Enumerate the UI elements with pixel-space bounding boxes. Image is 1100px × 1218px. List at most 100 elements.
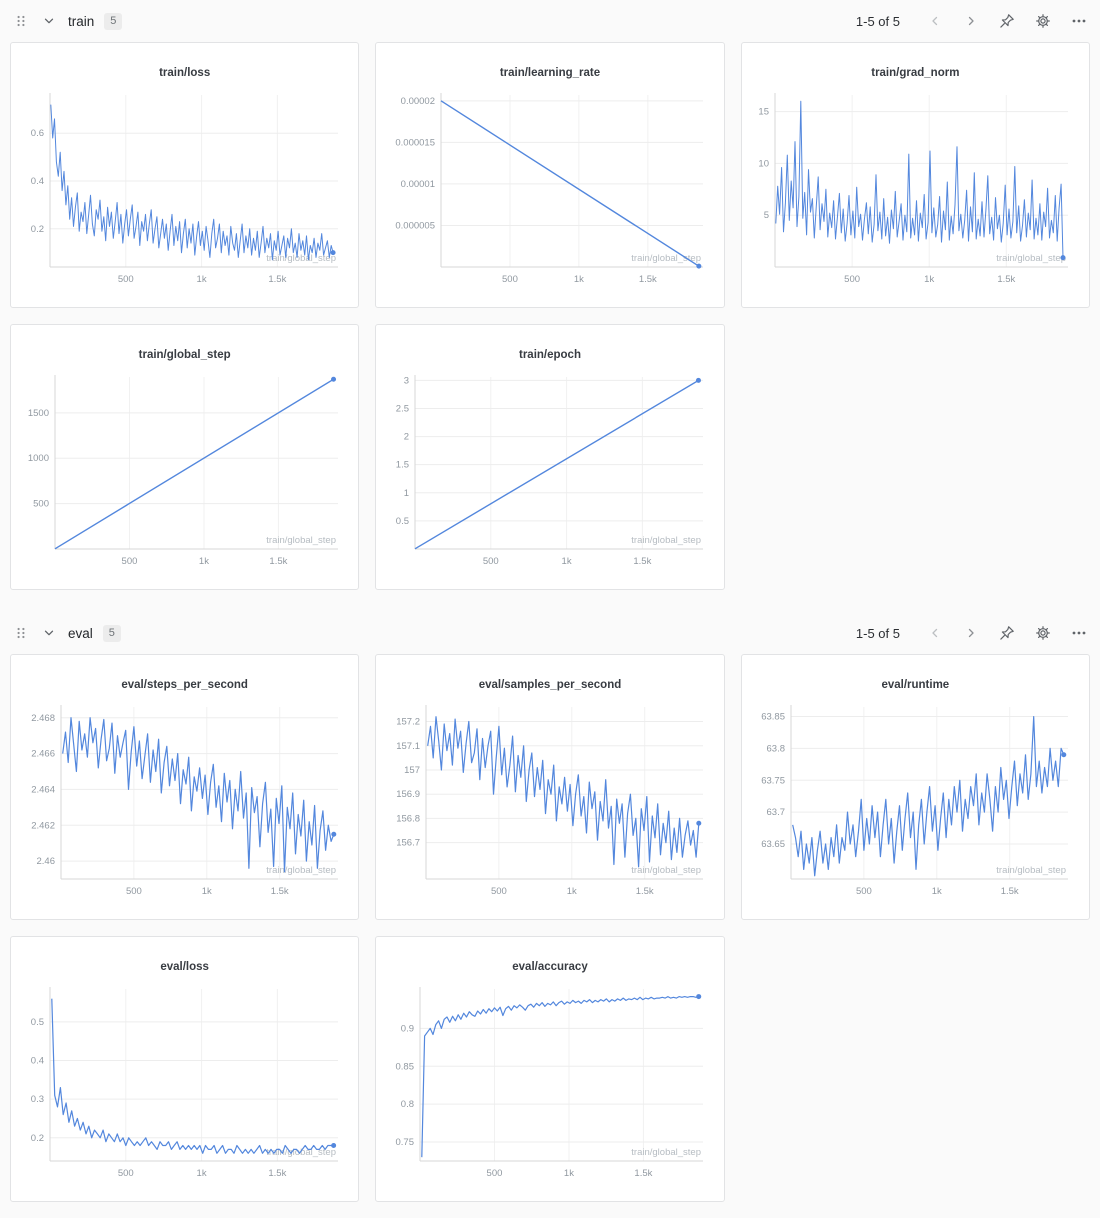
x-axis-label: train/global_step xyxy=(997,865,1067,876)
section-collapse-button[interactable] xyxy=(40,12,58,30)
svg-text:1.5k: 1.5k xyxy=(998,274,1016,285)
panel-title: eval/steps_per_second xyxy=(121,679,248,691)
svg-text:3: 3 xyxy=(404,375,409,386)
panel-title: train/epoch xyxy=(519,349,581,361)
svg-text:0.000005: 0.000005 xyxy=(395,220,435,231)
chevron-down-icon xyxy=(44,630,54,636)
svg-text:1.5k: 1.5k xyxy=(634,1168,652,1179)
svg-text:1k: 1k xyxy=(562,556,572,567)
section-settings-button[interactable] xyxy=(1034,12,1052,30)
drag-handle-icon[interactable] xyxy=(12,12,30,30)
prev-page-button[interactable] xyxy=(926,624,944,642)
svg-text:1.5k: 1.5k xyxy=(633,556,651,567)
chevron-right-icon xyxy=(968,16,974,26)
svg-text:63.85: 63.85 xyxy=(762,712,786,723)
svg-text:157: 157 xyxy=(404,765,420,776)
pin-section-button[interactable] xyxy=(998,12,1016,30)
svg-text:10: 10 xyxy=(759,158,770,169)
panel-train-loss[interactable]: train/loss 500 1k 1.5k 0.2 0.4 0.6 train/global… xyxy=(10,42,360,308)
svg-text:5: 5 xyxy=(764,210,769,221)
chevron-left-icon xyxy=(932,628,938,638)
svg-text:1k: 1k xyxy=(196,1168,206,1179)
chart-train-learning-rate[interactable]: 500 1k 1.5k 0.000005 0.00001 0.000015 0.00002 t… xyxy=(385,87,715,291)
chart-eval-accuracy[interactable]: 500 1k 1.5k 0.75 0.8 0.85 0.9 train/global_step xyxy=(385,981,715,1185)
svg-text:0.3: 0.3 xyxy=(30,1094,43,1105)
svg-text:1.5k: 1.5k xyxy=(268,1168,286,1179)
svg-text:63.65: 63.65 xyxy=(762,839,786,850)
svg-text:1.5k: 1.5k xyxy=(270,886,288,897)
section-settings-button[interactable] xyxy=(1034,624,1052,642)
svg-text:1k: 1k xyxy=(567,886,577,897)
svg-text:500: 500 xyxy=(487,1168,503,1179)
panel-title: eval/samples_per_second xyxy=(478,679,622,691)
chart-train-epoch[interactable]: 500 1k 1.5k 0.5 1 1.5 2 2.5 3 train/global_step xyxy=(385,369,715,573)
svg-text:63.8: 63.8 xyxy=(767,743,786,754)
svg-text:1.5k: 1.5k xyxy=(268,274,286,285)
x-axis-label: train/global_step xyxy=(266,1147,336,1158)
svg-text:500: 500 xyxy=(856,886,872,897)
svg-text:2.466: 2.466 xyxy=(31,749,55,760)
svg-text:157.2: 157.2 xyxy=(396,717,420,728)
svg-text:0.00002: 0.00002 xyxy=(401,96,435,107)
section-title: eval xyxy=(68,625,93,641)
svg-text:15: 15 xyxy=(759,107,770,118)
chart-train-loss[interactable]: 500 1k 1.5k 0.2 0.4 0.6 train/global_step xyxy=(20,87,350,291)
svg-text:0.2: 0.2 xyxy=(30,224,43,235)
panel-train-global-step[interactable]: train/global_step 500 1k 1.5k 500 1000 1500 tra… xyxy=(10,324,360,590)
pin-section-button[interactable] xyxy=(998,624,1016,642)
x-axis-label: train/global_step xyxy=(266,865,336,876)
panel-train-learning-rate[interactable]: train/learning_rate 500 1k 1.5k 0.000005 0.00… xyxy=(375,42,725,308)
chart-eval-loss[interactable]: 500 1k 1.5k 0.2 0.3 0.4 0.5 train/global_step xyxy=(20,981,350,1185)
svg-text:1.5k: 1.5k xyxy=(639,274,657,285)
svg-text:500: 500 xyxy=(126,886,142,897)
svg-text:0.4: 0.4 xyxy=(30,176,43,187)
chart-train-grad-norm[interactable]: 500 1k 1.5k 5 10 15 train/global_step xyxy=(750,87,1080,291)
svg-text:0.000015: 0.000015 xyxy=(395,137,435,148)
panel-train-epoch[interactable]: train/epoch 500 1k 1.5k 0.5 1 1.5 2 2.5 3 train/gl… xyxy=(375,324,725,590)
panel-eval-steps-per-second[interactable]: eval/steps_per_second 500 1k 1.5k 2.46 2.462 2… xyxy=(10,654,360,920)
chevron-left-icon xyxy=(932,16,938,26)
svg-text:1k: 1k xyxy=(925,274,935,285)
chart-train-global-step[interactable]: 500 1k 1.5k 500 1000 1500 train/global_step xyxy=(20,369,350,573)
next-page-button[interactable] xyxy=(962,624,980,642)
svg-text:1.5k: 1.5k xyxy=(269,556,287,567)
chevron-down-icon xyxy=(44,18,54,24)
panel-eval-samples-per-second[interactable]: eval/samples_per_second 500 1k 1.5k 156.7 156… xyxy=(375,654,725,920)
panel-eval-runtime[interactable]: eval/runtime 500 1k 1.5k 63.65 63.7 63.75 63.8 6… xyxy=(740,654,1090,920)
pagination-label: 1-5 of 5 xyxy=(855,13,900,29)
x-axis-label: train/global_step xyxy=(631,1147,701,1158)
panel-eval-accuracy[interactable]: eval/accuracy 500 1k 1.5k 0.75 0.8 0.85 0.9 trai… xyxy=(375,936,725,1202)
train-panel-grid: train/loss 500 1k 1.5k 0.2 0.4 0.6 train/global… xyxy=(10,38,1090,590)
svg-text:0.75: 0.75 xyxy=(395,1137,414,1148)
panel-eval-loss[interactable]: eval/loss 500 1k 1.5k 0.2 0.3 0.4 0.5 train/glob… xyxy=(10,936,360,1202)
svg-text:500: 500 xyxy=(33,499,49,510)
svg-text:2.46: 2.46 xyxy=(36,856,55,867)
gear-icon xyxy=(1036,626,1050,640)
next-page-button[interactable] xyxy=(962,12,980,30)
panel-title: eval/loss xyxy=(160,961,209,973)
section-title: train xyxy=(68,13,95,29)
section-more-button[interactable] xyxy=(1070,624,1088,642)
prev-page-button[interactable] xyxy=(926,12,944,30)
chart-eval-samples-per-second[interactable]: 500 1k 1.5k 156.7 156.8 156.9 157 157.1 157.2 tra… xyxy=(385,699,715,903)
svg-text:63.7: 63.7 xyxy=(767,807,786,818)
drag-handle-icon[interactable] xyxy=(12,624,30,642)
svg-text:156.8: 156.8 xyxy=(396,813,420,824)
svg-text:0.00001: 0.00001 xyxy=(401,179,435,190)
section-collapse-button[interactable] xyxy=(40,624,58,642)
panel-title: train/loss xyxy=(159,67,211,79)
svg-text:500: 500 xyxy=(491,886,507,897)
svg-text:1k: 1k xyxy=(932,886,942,897)
svg-text:0.6: 0.6 xyxy=(30,128,43,139)
svg-text:157.1: 157.1 xyxy=(396,741,420,752)
svg-text:1k: 1k xyxy=(201,886,211,897)
panel-count-badge: 5 xyxy=(104,12,123,30)
chart-eval-runtime[interactable]: 500 1k 1.5k 63.65 63.7 63.75 63.8 63.85 train/gl… xyxy=(750,699,1080,903)
ellipsis-icon xyxy=(1072,19,1086,23)
chart-eval-steps-per-second[interactable]: 500 1k 1.5k 2.46 2.462 2.464 2.466 2.468 train/g… xyxy=(20,699,350,903)
svg-text:1: 1 xyxy=(404,488,409,499)
section-more-button[interactable] xyxy=(1070,12,1088,30)
panel-train-grad-norm[interactable]: train/grad_norm 500 1k 1.5k 5 10 15 train/globa… xyxy=(740,42,1090,308)
panel-count-badge: 5 xyxy=(102,624,121,642)
x-axis-label: train/global_step xyxy=(631,535,701,546)
